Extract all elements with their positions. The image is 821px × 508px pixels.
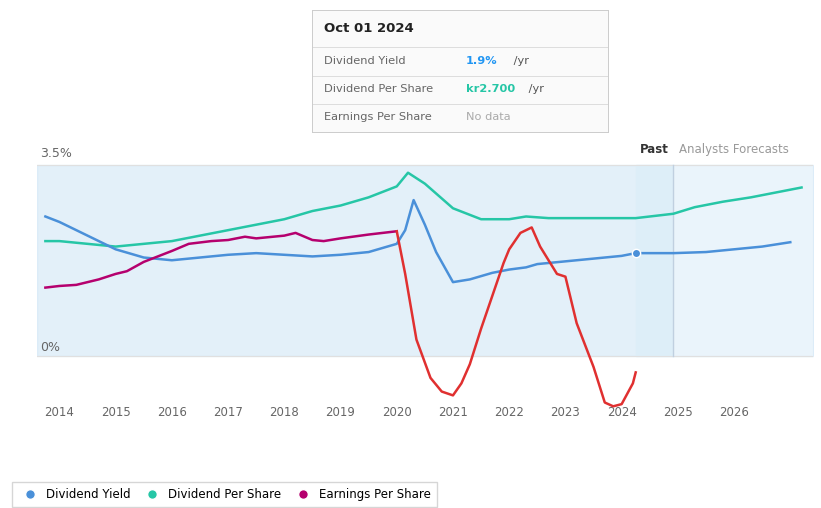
Text: 2016: 2016 [157,406,187,419]
Text: 2022: 2022 [494,406,524,419]
Text: 2017: 2017 [213,406,243,419]
Text: 2021: 2021 [438,406,468,419]
Text: Dividend Per Share: Dividend Per Share [323,84,433,94]
Text: kr2.700: kr2.700 [466,84,515,94]
Text: 1.9%: 1.9% [466,56,498,67]
Text: 0%: 0% [39,341,60,354]
Text: 2020: 2020 [382,406,411,419]
Text: /yr: /yr [525,84,544,94]
Text: 3.5%: 3.5% [39,147,71,160]
Text: 2014: 2014 [44,406,75,419]
Text: Dividend Yield: Dividend Yield [323,56,406,67]
Text: 2024: 2024 [607,406,636,419]
Text: Earnings Per Share: Earnings Per Share [323,112,432,122]
Legend: Dividend Yield, Dividend Per Share, Earnings Per Share: Dividend Yield, Dividend Per Share, Earn… [11,482,437,507]
Text: Oct 01 2024: Oct 01 2024 [323,22,414,36]
Text: 2025: 2025 [663,406,693,419]
Text: Analysts Forecasts: Analysts Forecasts [679,143,789,156]
Bar [673,165,813,356]
Text: 2026: 2026 [719,406,749,419]
Text: 2018: 2018 [269,406,299,419]
Text: /yr: /yr [510,56,529,67]
Bar [635,165,673,356]
Text: 2019: 2019 [326,406,355,419]
Text: 2015: 2015 [101,406,131,419]
Text: Past: Past [640,143,669,156]
Text: 2023: 2023 [551,406,580,419]
Text: No data: No data [466,112,511,122]
